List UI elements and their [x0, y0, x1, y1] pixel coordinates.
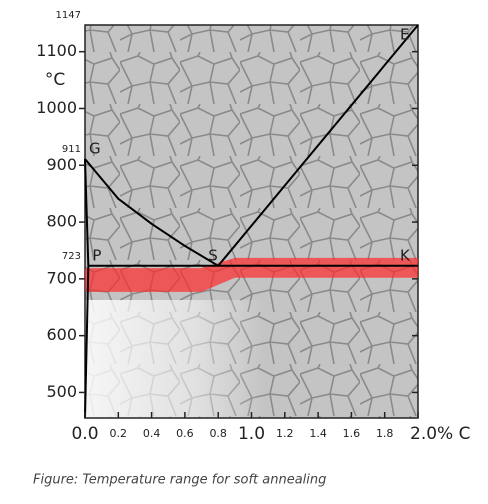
y-tick-label: 800: [46, 212, 77, 231]
y-tick-label: 1100: [36, 41, 77, 60]
x-tick-label: 0.8: [209, 427, 227, 440]
x-tick-label: 0.0: [71, 424, 98, 444]
point-label: G: [89, 140, 101, 158]
x-tick-label: 0.4: [143, 427, 161, 440]
ferrite-region: [85, 300, 265, 418]
x-tick-label: 1.4: [309, 427, 327, 440]
phase-line: [84, 158, 219, 267]
temperature-mark-label: 911: [62, 144, 81, 155]
temperature-mark-label: 723: [62, 251, 81, 262]
phase-line: [217, 24, 419, 267]
y-tick-label: 600: [46, 325, 77, 344]
x-tick-label: 1.8: [376, 427, 394, 440]
x-tick-label: 1.6: [343, 427, 361, 440]
y-axis-label: °C: [45, 70, 65, 90]
y-tick-label: 500: [46, 382, 77, 401]
phase-line: [84, 158, 90, 419]
y-tick-label: 900: [46, 155, 77, 174]
temperature-mark-label: 1147: [56, 10, 81, 21]
caption: Figure: Temperature range for soft annea…: [33, 473, 326, 488]
x-tick-label: 0.2: [110, 427, 128, 440]
point-label: P: [92, 246, 101, 264]
x-tick-label: 1.2: [276, 427, 294, 440]
x-tick-label: 2.0% C: [410, 424, 470, 444]
x-tick-label: 0.6: [176, 427, 194, 440]
point-label: S: [208, 246, 218, 264]
y-tick-label: 1000: [36, 98, 77, 117]
point-label: K: [400, 246, 411, 264]
y-tick-label: 700: [46, 268, 77, 287]
point-label: E: [400, 26, 409, 44]
x-tick-label: 1.0: [238, 424, 265, 444]
